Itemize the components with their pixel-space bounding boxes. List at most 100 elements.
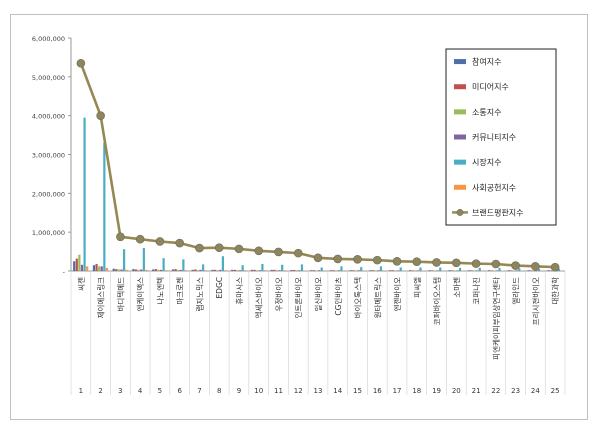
bar	[320, 267, 323, 271]
bar	[436, 270, 439, 271]
bar	[349, 270, 352, 271]
legend-swatch	[454, 84, 466, 90]
brand-index-point	[491, 259, 501, 269]
rank-label: 13	[314, 387, 323, 395]
brand-index-point	[432, 258, 441, 267]
rank-label: 16	[373, 387, 382, 395]
bar	[448, 270, 451, 271]
bar	[560, 270, 563, 272]
x-tick-label: 랩지노믹스	[194, 277, 204, 312]
bar	[377, 270, 380, 271]
bar	[342, 270, 346, 271]
brand-index-point	[175, 238, 184, 248]
bar	[162, 258, 165, 271]
rank-label: 6	[177, 387, 182, 395]
bar	[399, 267, 402, 271]
bar	[123, 249, 126, 271]
legend-swatch	[454, 184, 466, 190]
rank-label: 22	[491, 387, 500, 395]
brand-index-point	[412, 257, 422, 266]
bar	[468, 270, 471, 271]
brand-index-point	[452, 258, 461, 268]
y-tick-label: 5,000,000	[32, 74, 65, 82]
x-tick-label: 코퍼바이오스텝	[432, 277, 442, 325]
bar	[470, 270, 474, 271]
bar	[510, 270, 513, 271]
x-tick-label: 바디텍메드	[115, 277, 125, 312]
rank-label: 20	[452, 387, 461, 395]
bar	[488, 270, 491, 271]
bar	[335, 270, 338, 271]
bar	[273, 269, 276, 271]
bar	[360, 267, 363, 271]
rank-label: 17	[393, 387, 402, 395]
brand-index-point	[293, 248, 303, 258]
x-tick-label: 피씨엘	[413, 277, 422, 298]
bar	[547, 270, 550, 271]
x-tick-label: 휴마시스	[235, 277, 244, 305]
bar	[134, 269, 138, 271]
bar	[83, 117, 86, 271]
bar	[394, 270, 397, 271]
bar	[290, 270, 293, 271]
brand-index-point	[195, 243, 204, 253]
bar	[520, 270, 523, 272]
bar	[478, 267, 481, 271]
bar	[495, 270, 499, 271]
x-tick-label: 대한과학	[550, 277, 560, 305]
bar	[98, 266, 101, 271]
bar	[105, 267, 109, 271]
rank-label: 25	[551, 387, 560, 395]
rank-label: 5	[158, 387, 162, 395]
x-tick-label: 일신바이오	[313, 277, 323, 312]
y-tick-label: -	[63, 268, 66, 276]
rank-label: 10	[254, 387, 263, 395]
bar	[112, 268, 115, 271]
bar	[422, 270, 425, 272]
bar	[204, 270, 207, 271]
bar	[441, 270, 444, 272]
bar	[145, 269, 148, 271]
bar	[157, 269, 160, 271]
brand-reputation-chart: 6,000,000 5,000,000 4,000,000 3,000,000 2,00…	[32, 35, 566, 395]
bar	[332, 270, 335, 271]
x-tick-label: 소마젠	[452, 277, 461, 298]
bar	[537, 268, 541, 271]
y-tick-label: 1,000,000	[32, 229, 65, 237]
bar	[357, 270, 360, 271]
bar	[184, 270, 188, 271]
brand-index-point	[353, 255, 362, 264]
bar	[498, 267, 501, 271]
bar	[140, 269, 143, 271]
bar	[80, 264, 84, 271]
bar	[300, 264, 304, 271]
brand-index-point	[254, 246, 264, 256]
bar	[530, 270, 533, 271]
rank-label: 18	[412, 387, 421, 395]
bar	[179, 269, 182, 271]
bar	[416, 270, 419, 271]
bar	[152, 269, 155, 271]
bar	[233, 269, 236, 271]
y-tick-label: 6,000,000	[32, 35, 65, 43]
brand-index-point	[214, 243, 224, 252]
bar	[439, 267, 442, 271]
bar	[263, 270, 267, 271]
bar	[221, 256, 224, 271]
x-tick-label: 씨젠	[77, 277, 86, 291]
rank-label: 7	[197, 387, 201, 395]
bar	[379, 266, 383, 271]
bar	[513, 270, 516, 271]
x-tick-label: EDGC	[215, 277, 224, 299]
rank-label: 11	[274, 387, 283, 395]
bar	[216, 270, 219, 271]
bar	[451, 270, 454, 271]
bar	[409, 270, 412, 271]
bar	[137, 269, 140, 271]
y-tick-label: 4,000,000	[32, 113, 65, 121]
chart-frame: 6,000,000 5,000,000 4,000,000 3,000,000 2,00…	[10, 14, 588, 420]
brand-index-point	[550, 262, 560, 272]
bar	[318, 270, 321, 271]
legend-label: 미디어지수	[472, 82, 509, 92]
bar	[182, 259, 185, 271]
